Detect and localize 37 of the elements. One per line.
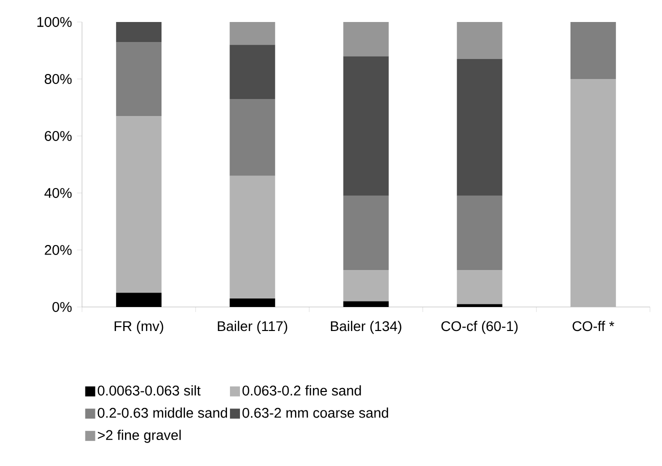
bar <box>230 298 276 307</box>
legend-label: 0.063-0.2 fine sand <box>242 385 361 396</box>
legend-label: 0.0063-0.063 silt <box>98 385 201 396</box>
bar <box>230 176 276 298</box>
bar <box>456 270 502 304</box>
y-tick-label: 20% <box>44 245 72 255</box>
legend-label: 0.63-2 mm coarse sand <box>242 408 388 418</box>
x-tick-label: Bailer (134) <box>330 320 402 334</box>
legend-label: 0.2-0.63 middle sand <box>98 408 228 418</box>
y-tick-label: 40% <box>44 188 72 198</box>
y-tick-label: 100% <box>37 17 72 27</box>
x-tick-label: CO-ff * <box>572 320 614 332</box>
bar <box>456 59 502 196</box>
bar <box>343 196 389 270</box>
y-tick-label: 0% <box>52 302 72 312</box>
x-tick-label: Bailer (117) <box>218 320 288 334</box>
bar <box>456 22 502 60</box>
y-tick-label: 60% <box>44 131 72 141</box>
bar <box>230 22 276 45</box>
bar <box>343 301 389 307</box>
bar <box>116 42 162 116</box>
bar <box>570 22 616 79</box>
bar <box>230 44 276 99</box>
bar <box>456 304 502 307</box>
bar <box>570 78 616 307</box>
bar <box>343 22 389 56</box>
bar <box>116 116 162 293</box>
bar <box>343 56 389 196</box>
bar <box>116 22 162 42</box>
x-tick-label: FR (mv) <box>114 320 164 334</box>
bar <box>456 196 502 270</box>
bar <box>230 98 276 176</box>
bar <box>116 292 162 307</box>
y-tick-label: 80% <box>44 74 72 84</box>
x-tick-label: CO-cf (60-1) <box>441 320 518 334</box>
legend-label: >2 fine gravel <box>98 430 181 443</box>
bar <box>343 270 389 302</box>
